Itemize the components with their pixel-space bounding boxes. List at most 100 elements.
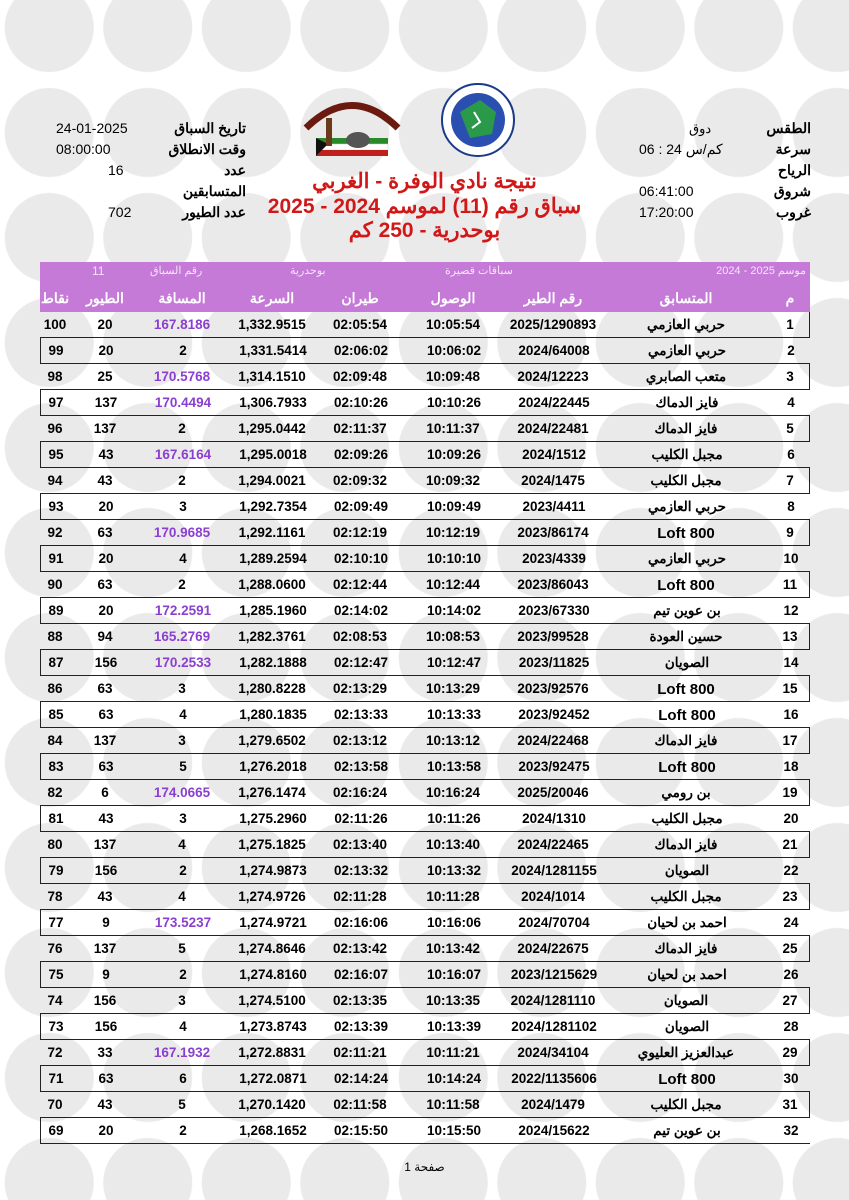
- cell-points: 77: [48, 915, 64, 930]
- cell-ring-number: 2024/1281102: [511, 1019, 597, 1034]
- cell-arrival: 10:13:35: [425, 993, 481, 1008]
- cell-ring-number: 2023/92576: [517, 681, 589, 696]
- cell-competitor: بن عوين تيم: [653, 603, 721, 618]
- cell-competitor: بن رومي: [661, 785, 711, 800]
- column-points: نقاط: [40, 290, 70, 306]
- table-row: 4 فايز الدماك 2024/22445 10:10:26 02:10:26 1,…: [40, 390, 810, 416]
- table-header: موسم 2025 - 2024 سباقات قصيرة بوحدرية رق…: [40, 262, 810, 312]
- cell-arrival: 10:11:58: [426, 1097, 480, 1112]
- cell-flight-time: 02:12:47: [333, 655, 389, 670]
- table-row: 12 بن عوين تيم 2023/67330 10:14:02 02:14:02 1…: [40, 598, 810, 624]
- cell-rank: 31: [782, 1097, 798, 1112]
- cell-birds: 6: [101, 785, 109, 800]
- cell-points: 80: [47, 837, 63, 852]
- cell-competitor: بن عوين تيم: [653, 1123, 721, 1138]
- cell-distance: 165.2769: [153, 629, 211, 644]
- column-ring-number: رقم الطير: [523, 290, 583, 306]
- cell-distance: 5: [179, 759, 187, 774]
- competitors-count-value: 16: [108, 162, 124, 178]
- cell-arrival: 10:13:12: [425, 733, 481, 748]
- cell-rank: 14: [783, 655, 799, 670]
- cell-rank: 4: [787, 395, 795, 410]
- cell-competitor: الصويان: [664, 863, 710, 878]
- cell-distance: 3: [178, 681, 186, 696]
- cell-birds: 156: [94, 655, 118, 670]
- cell-competitor: احمد بن لحيان: [647, 967, 727, 982]
- cell-rank: 18: [783, 759, 799, 774]
- cell-points: 99: [48, 343, 64, 358]
- cell-competitor: فايز الدماك: [655, 395, 719, 410]
- cell-points: 78: [47, 889, 63, 904]
- cell-birds: 43: [97, 1097, 113, 1112]
- cell-flight-time: 02:09:49: [333, 499, 389, 514]
- cell-distance: 2: [178, 577, 186, 592]
- race-number-label: رقم السباق: [150, 265, 203, 277]
- cell-distance: 4: [179, 707, 187, 722]
- cell-flight-time: 02:09:32: [332, 473, 388, 488]
- table-row: 14 الصويان 2023/11825 10:12:47 02:12:47 1,282…: [40, 650, 810, 676]
- cell-birds: 20: [98, 499, 114, 514]
- cell-distance: 6: [179, 1071, 187, 1086]
- sunset-value: 17:20:00: [639, 204, 694, 220]
- race-location: بوحدرية - 250 كم: [348, 219, 501, 242]
- cell-birds: 20: [97, 317, 113, 332]
- cell-points: 100: [43, 317, 67, 332]
- cell-rank: 8: [787, 499, 795, 514]
- cell-rank: 15: [782, 681, 798, 696]
- race-number-value: 11: [92, 264, 105, 278]
- cell-speed: 1,306.7933: [239, 395, 307, 410]
- cell-flight-time: 02:10:26: [333, 395, 389, 410]
- cell-competitor: عبدالعزيز العليوي: [637, 1045, 735, 1060]
- cell-points: 91: [48, 551, 64, 566]
- sunset-label: غروب: [776, 204, 811, 220]
- cell-birds: 137: [93, 837, 117, 852]
- cell-points: 79: [48, 863, 64, 878]
- cell-birds: 9: [102, 967, 110, 982]
- cell-speed: 1,282.3761: [238, 629, 306, 644]
- cell-competitor: Loft 800: [658, 707, 716, 724]
- cell-arrival: 10:16:24: [425, 785, 481, 800]
- cell-competitor: مجبل الكليب: [650, 889, 722, 904]
- cell-flight-time: 02:05:54: [332, 317, 388, 332]
- cell-points: 74: [47, 993, 63, 1008]
- cell-competitor: مجبل الكليب: [651, 811, 723, 826]
- cell-arrival: 10:08:53: [425, 629, 481, 644]
- cell-arrival: 10:16:06: [426, 915, 482, 930]
- cell-birds: 156: [94, 863, 118, 878]
- cell-points: 89: [48, 603, 64, 618]
- cell-birds: 43: [98, 447, 114, 462]
- cell-arrival: 10:13:39: [426, 1019, 482, 1034]
- weather-value: دوق: [689, 121, 712, 136]
- kuwait-racing-pigeon-club-logo: [303, 102, 401, 156]
- cell-competitor: فايز الدماك: [654, 421, 718, 436]
- cell-competitor: احمد بن لحيان: [647, 915, 727, 930]
- cell-competitor: Loft 800: [657, 577, 715, 594]
- cell-birds: 137: [93, 941, 117, 956]
- page-title: نتيجة نادي الوفرة - الغربي: [312, 170, 537, 193]
- wind-speed-value: كم/س 24 : 06: [639, 141, 723, 157]
- table-row: 13 حسين العودة 2023/99528 10:08:53 02:08:53 1…: [40, 624, 810, 650]
- cell-rank: 10: [783, 551, 799, 566]
- cell-speed: 1,275.1825: [238, 837, 306, 852]
- cell-birds: 63: [98, 707, 114, 722]
- cell-arrival: 10:11:21: [426, 1045, 480, 1060]
- cell-speed: 1,274.9726: [238, 889, 306, 904]
- birds-count-label: عدد الطيور: [182, 204, 246, 220]
- cell-speed: 1,275.2960: [239, 811, 307, 826]
- cell-distance: 4: [179, 1019, 187, 1034]
- cell-flight-time: 02:13:40: [332, 837, 388, 852]
- cell-speed: 1,274.8160: [239, 967, 307, 982]
- cell-competitor: مجبل الكليب: [651, 447, 723, 462]
- cell-ring-number: 2023/86174: [517, 525, 589, 540]
- cell-flight-time: 02:15:50: [333, 1123, 389, 1138]
- cell-points: 98: [47, 369, 63, 384]
- cell-birds: 63: [98, 759, 114, 774]
- cell-distance: 5: [178, 941, 186, 956]
- cell-distance: 170.9685: [153, 525, 211, 540]
- cell-rank: 12: [783, 603, 799, 618]
- cell-rank: 26: [783, 967, 799, 982]
- table-row: 31 مجبل الكليب 2024/1479 10:11:58 02:11:58 1,…: [40, 1092, 810, 1118]
- cell-distance: 174.0665: [153, 785, 211, 800]
- cell-rank: 6: [787, 447, 795, 462]
- table-row: 20 مجبل الكليب 2024/1310 10:11:26 02:11:26 1,…: [40, 806, 810, 832]
